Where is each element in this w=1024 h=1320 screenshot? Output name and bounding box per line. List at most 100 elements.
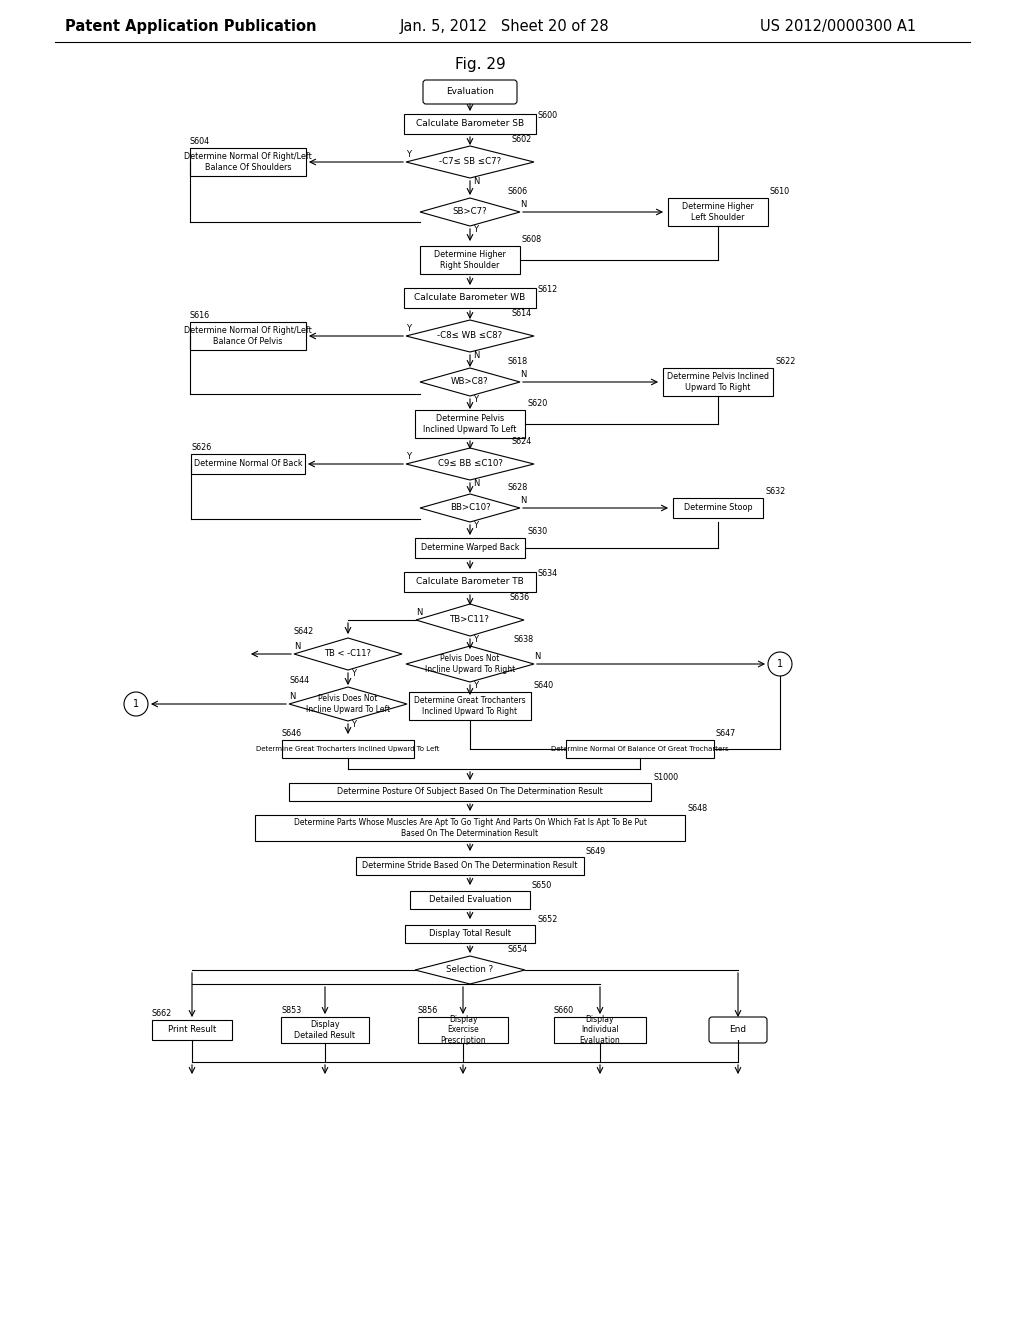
Text: S608: S608 <box>522 235 542 244</box>
Text: S622: S622 <box>775 356 796 366</box>
Polygon shape <box>416 605 524 636</box>
Text: Calculate Barometer WB: Calculate Barometer WB <box>415 293 525 302</box>
Text: Determine Higher
Right Shoulder: Determine Higher Right Shoulder <box>434 251 506 269</box>
FancyBboxPatch shape <box>709 1016 767 1043</box>
Text: S646: S646 <box>282 729 302 738</box>
FancyBboxPatch shape <box>409 692 531 719</box>
Text: Determine Higher
Left Shoulder: Determine Higher Left Shoulder <box>682 202 754 222</box>
Text: N: N <box>473 177 479 186</box>
Text: N: N <box>520 370 526 379</box>
Text: S853: S853 <box>281 1006 301 1015</box>
Text: Y: Y <box>473 635 478 644</box>
Text: S640: S640 <box>534 681 553 690</box>
FancyBboxPatch shape <box>420 246 520 275</box>
Text: S628: S628 <box>508 483 528 492</box>
Text: Y: Y <box>406 451 411 461</box>
Text: Y: Y <box>473 224 478 234</box>
Text: -C7≤ SB ≤C7?: -C7≤ SB ≤C7? <box>439 157 501 166</box>
FancyBboxPatch shape <box>190 148 306 176</box>
Text: Determine Pelvis
Inclined Upward To Left: Determine Pelvis Inclined Upward To Left <box>423 414 517 434</box>
FancyBboxPatch shape <box>404 288 536 308</box>
Text: S650: S650 <box>532 880 552 890</box>
FancyBboxPatch shape <box>282 741 414 758</box>
Text: TB < -C11?: TB < -C11? <box>325 649 372 659</box>
FancyBboxPatch shape <box>281 1016 369 1043</box>
Text: 1: 1 <box>133 700 139 709</box>
Text: N: N <box>289 692 295 701</box>
Text: Y: Y <box>473 395 478 404</box>
Text: Display
Exercise
Prescription: Display Exercise Prescription <box>440 1015 485 1045</box>
Text: SB>C7?: SB>C7? <box>453 207 487 216</box>
FancyBboxPatch shape <box>415 411 525 438</box>
Text: S638: S638 <box>513 635 534 644</box>
Polygon shape <box>420 198 520 226</box>
FancyBboxPatch shape <box>152 1020 232 1040</box>
Text: Print Result: Print Result <box>168 1026 216 1035</box>
Text: Display Total Result: Display Total Result <box>429 929 511 939</box>
Text: S1000: S1000 <box>653 774 678 781</box>
Polygon shape <box>406 319 534 352</box>
Text: Patent Application Publication: Patent Application Publication <box>65 20 316 34</box>
Text: S620: S620 <box>527 399 547 408</box>
Text: Detailed Evaluation: Detailed Evaluation <box>429 895 511 904</box>
Text: Y: Y <box>473 681 478 690</box>
FancyBboxPatch shape <box>289 783 651 801</box>
Text: Determine Normal Of Balance Of Great Trocharters: Determine Normal Of Balance Of Great Tro… <box>551 746 729 752</box>
FancyBboxPatch shape <box>554 1016 646 1043</box>
Text: Jan. 5, 2012   Sheet 20 of 28: Jan. 5, 2012 Sheet 20 of 28 <box>400 20 609 34</box>
Text: N: N <box>520 496 526 506</box>
FancyBboxPatch shape <box>668 198 768 226</box>
Text: TB>C11?: TB>C11? <box>451 615 489 624</box>
Text: Determine Pelvis Inclined
Upward To Right: Determine Pelvis Inclined Upward To Righ… <box>667 372 769 392</box>
Text: S654: S654 <box>508 945 528 954</box>
Text: S630: S630 <box>527 527 547 536</box>
Text: S626: S626 <box>191 444 211 451</box>
FancyBboxPatch shape <box>404 114 536 135</box>
Text: Determine Great Trocharters Inclined Upward To Left: Determine Great Trocharters Inclined Upw… <box>256 746 439 752</box>
Text: Selection ?: Selection ? <box>446 965 494 974</box>
Text: N: N <box>520 201 526 209</box>
Text: S602: S602 <box>512 135 532 144</box>
Polygon shape <box>415 956 525 983</box>
Polygon shape <box>420 368 520 396</box>
FancyBboxPatch shape <box>418 1016 508 1043</box>
Text: Calculate Barometer TB: Calculate Barometer TB <box>416 578 524 586</box>
FancyBboxPatch shape <box>566 741 714 758</box>
Text: S662: S662 <box>152 1008 172 1018</box>
Circle shape <box>768 652 792 676</box>
FancyBboxPatch shape <box>423 81 517 104</box>
Text: Y: Y <box>406 323 411 333</box>
FancyBboxPatch shape <box>191 454 305 474</box>
Text: Evaluation: Evaluation <box>446 87 494 96</box>
Text: S649: S649 <box>586 847 606 855</box>
Text: S636: S636 <box>510 593 530 602</box>
Text: S647: S647 <box>716 729 736 738</box>
Text: Determine Stride Based On The Determination Result: Determine Stride Based On The Determinat… <box>362 862 578 870</box>
Text: S612: S612 <box>538 285 558 294</box>
Text: S642: S642 <box>294 627 314 636</box>
Text: S614: S614 <box>512 309 532 318</box>
Text: Y: Y <box>473 521 478 531</box>
Text: S632: S632 <box>765 487 785 496</box>
Text: S648: S648 <box>687 804 708 813</box>
Text: S856: S856 <box>418 1006 438 1015</box>
Text: S660: S660 <box>554 1006 574 1015</box>
Text: US 2012/0000300 A1: US 2012/0000300 A1 <box>760 20 916 34</box>
Text: Determine Normal Of Back: Determine Normal Of Back <box>194 459 302 469</box>
Text: Y: Y <box>351 719 356 729</box>
Text: S634: S634 <box>538 569 558 578</box>
Text: Y: Y <box>406 150 411 158</box>
Text: S618: S618 <box>508 356 528 366</box>
FancyBboxPatch shape <box>190 322 306 350</box>
Polygon shape <box>406 147 534 178</box>
Text: Determine Normal Of Right/Left
Balance Of Pelvis: Determine Normal Of Right/Left Balance O… <box>184 326 312 346</box>
FancyBboxPatch shape <box>356 857 584 875</box>
FancyBboxPatch shape <box>255 814 685 841</box>
FancyBboxPatch shape <box>404 572 536 591</box>
Text: S604: S604 <box>190 137 210 147</box>
FancyBboxPatch shape <box>673 498 763 517</box>
Text: Determine Parts Whose Muscles Are Apt To Go Tight And Parts On Which Fat Is Apt : Determine Parts Whose Muscles Are Apt To… <box>294 818 646 838</box>
Circle shape <box>124 692 148 715</box>
Text: Determine Warped Back: Determine Warped Back <box>421 544 519 553</box>
Text: 1: 1 <box>777 659 783 669</box>
